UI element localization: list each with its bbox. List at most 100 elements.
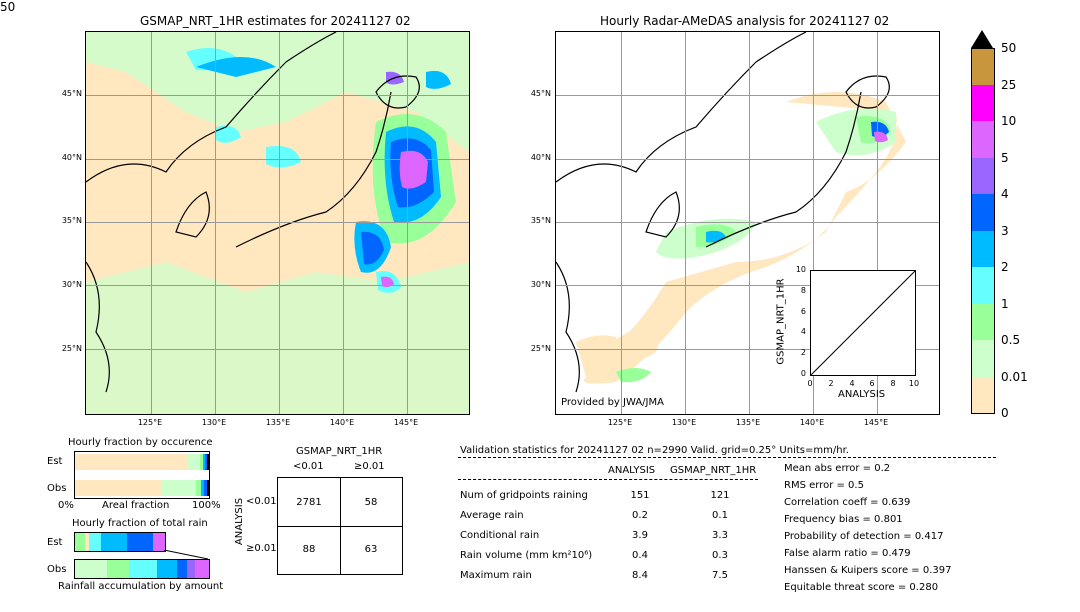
validation-row-label: Average rain xyxy=(460,510,524,521)
validation-row-analysis: 151 xyxy=(630,490,650,501)
colorbar-segment xyxy=(972,377,994,413)
validation-row-gsmap: 0.1 xyxy=(712,510,728,521)
total-rain-axis-label: Rainfall accumulation by amount xyxy=(58,581,224,592)
colorbar-segment xyxy=(972,340,994,377)
colorbar-label: 0.5 xyxy=(1001,333,1021,347)
colorbar-label: 1 xyxy=(1001,297,1009,311)
scatter-canvas xyxy=(810,270,916,376)
colorbar-segment xyxy=(972,158,994,194)
data-credit: Provided by JWA/JMA xyxy=(561,397,664,408)
scatter-y-tick: 2 xyxy=(800,348,806,357)
colorbar-segment xyxy=(972,304,994,340)
scatter-y-tick: 4 xyxy=(800,327,806,336)
right-lon-label: 140°E xyxy=(799,418,825,427)
right-lon-label: 130°E xyxy=(671,418,697,427)
validation-score: RMS error = 0.5 xyxy=(784,480,864,491)
validation-row-label: Conditional rain xyxy=(460,530,540,541)
validation-col-gsmap: GSMAP_NRT_1HR xyxy=(670,465,757,476)
left-map-rain-field xyxy=(86,32,469,414)
scatter-x-label: ANALYSIS xyxy=(838,389,886,400)
colorbar-label: 2 xyxy=(1001,260,1009,274)
validation-header-rule xyxy=(458,457,996,458)
validation-score: Correlation coeff = 0.639 xyxy=(784,497,911,508)
total-rain-row-label: Est xyxy=(47,537,63,548)
occurrence-row-label: Est xyxy=(47,456,63,467)
colorbar-label: 0 xyxy=(1001,406,1009,420)
validation-score: Probability of detection = 0.417 xyxy=(784,531,944,542)
left-lat-label: 25°N xyxy=(61,344,82,353)
occurrence-axes xyxy=(74,451,210,499)
scatter-y-tick: 10 xyxy=(795,265,806,274)
scatter-x-tick: 0 xyxy=(807,379,813,388)
validation-row-gsmap: 0.3 xyxy=(712,550,728,561)
scatter-plot xyxy=(810,270,916,376)
validation-row-analysis: 0.4 xyxy=(632,550,648,561)
colorbar-label: 3 xyxy=(1001,224,1009,238)
right-lat-label: 40°N xyxy=(530,153,551,162)
one-to-one-line xyxy=(810,270,916,376)
colorbar-label: 10 xyxy=(1001,114,1017,128)
total-rain-bar-obs xyxy=(74,559,210,579)
validation-row-analysis: 8.4 xyxy=(632,570,648,581)
colorbar-segment xyxy=(972,49,994,85)
scatter-y-label: GSMAP_NRT_1HR xyxy=(775,278,787,365)
scatter-x-tick: 8 xyxy=(890,379,896,388)
validation-score: Equitable threat score = 0.280 xyxy=(784,582,939,593)
occurrence-bar-est xyxy=(75,454,209,470)
contingency-row-label: ≥0.01 xyxy=(246,543,277,554)
validation-col-analysis: ANALYSIS xyxy=(608,465,656,476)
left-lon-label: 125°E xyxy=(137,418,163,427)
colorbar-label: 50 xyxy=(0,0,16,14)
right-map-rain-field xyxy=(556,32,906,393)
right-map: Provided by JWA/JMA xyxy=(555,31,940,415)
validation-score: Mean abs error = 0.2 xyxy=(784,463,891,474)
left-lon-label: 130°E xyxy=(201,418,227,427)
contingency-side-title: ANALYSIS xyxy=(234,497,246,546)
validation-score: Frequency bias = 0.801 xyxy=(784,514,903,525)
contingency-col-label: <0.01 xyxy=(293,461,324,472)
scatter-x-tick: 6 xyxy=(869,379,875,388)
occurrence-axis-right: 100% xyxy=(192,500,221,511)
right-lat-label: 25°N xyxy=(530,344,551,353)
colorbar-segment xyxy=(972,267,994,304)
left-map xyxy=(85,31,470,415)
colorbar-label: 4 xyxy=(1001,187,1009,201)
validation-row-label: Rain volume (mm km²10⁶) xyxy=(460,550,593,561)
colorbar xyxy=(971,48,995,414)
colorbar-segment xyxy=(972,231,994,267)
validation-row-label: Num of gridpoints raining xyxy=(460,490,588,501)
occurrence-row-label: Obs xyxy=(47,483,67,494)
scatter-x-tick: 2 xyxy=(828,379,834,388)
validation-row-analysis: 0.2 xyxy=(632,510,648,521)
left-lat-label: 40°N xyxy=(61,153,82,162)
occurrence-axis-left: 0% xyxy=(58,500,74,511)
scatter-y-tick: 6 xyxy=(800,307,806,316)
occurrence-bar-obs xyxy=(75,480,209,496)
colorbar-segment xyxy=(972,85,994,121)
total-rain-title: Hourly fraction of total rain xyxy=(72,518,208,529)
contingency-cell: 63 xyxy=(364,544,378,555)
colorbar-extend-arrow xyxy=(971,30,993,48)
left-lat-label: 45°N xyxy=(61,89,82,98)
left-lat-label: 35°N xyxy=(61,216,82,225)
occurrence-title: Hourly fraction by occurence xyxy=(68,437,213,448)
contingency-row-label: <0.01 xyxy=(246,496,277,507)
right-lat-label: 35°N xyxy=(530,216,551,225)
total-rain-connector xyxy=(163,550,209,560)
left-lon-label: 145°E xyxy=(393,418,419,427)
contingency-cell: 58 xyxy=(364,497,378,508)
right-lat-label: 45°N xyxy=(530,89,551,98)
scatter-y-tick: 0 xyxy=(800,369,806,378)
validation-row-gsmap: 121 xyxy=(710,490,730,501)
validation-header: Validation statistics for 20241127 02 n=… xyxy=(460,445,849,456)
scatter-x-tick: 10 xyxy=(908,379,920,388)
scatter-x-tick: 4 xyxy=(849,379,855,388)
validation-row-label: Maximum rain xyxy=(460,570,532,581)
colorbar-label: 5 xyxy=(1001,151,1009,165)
right-lon-label: 145°E xyxy=(863,418,889,427)
validation-row-gsmap: 7.5 xyxy=(712,570,728,581)
colorbar-label: 25 xyxy=(1001,78,1017,92)
occurrence-axis-mid: Areal fraction xyxy=(102,500,170,511)
colorbar-segment xyxy=(972,194,994,231)
colorbar-label: 0.01 xyxy=(1001,370,1028,384)
